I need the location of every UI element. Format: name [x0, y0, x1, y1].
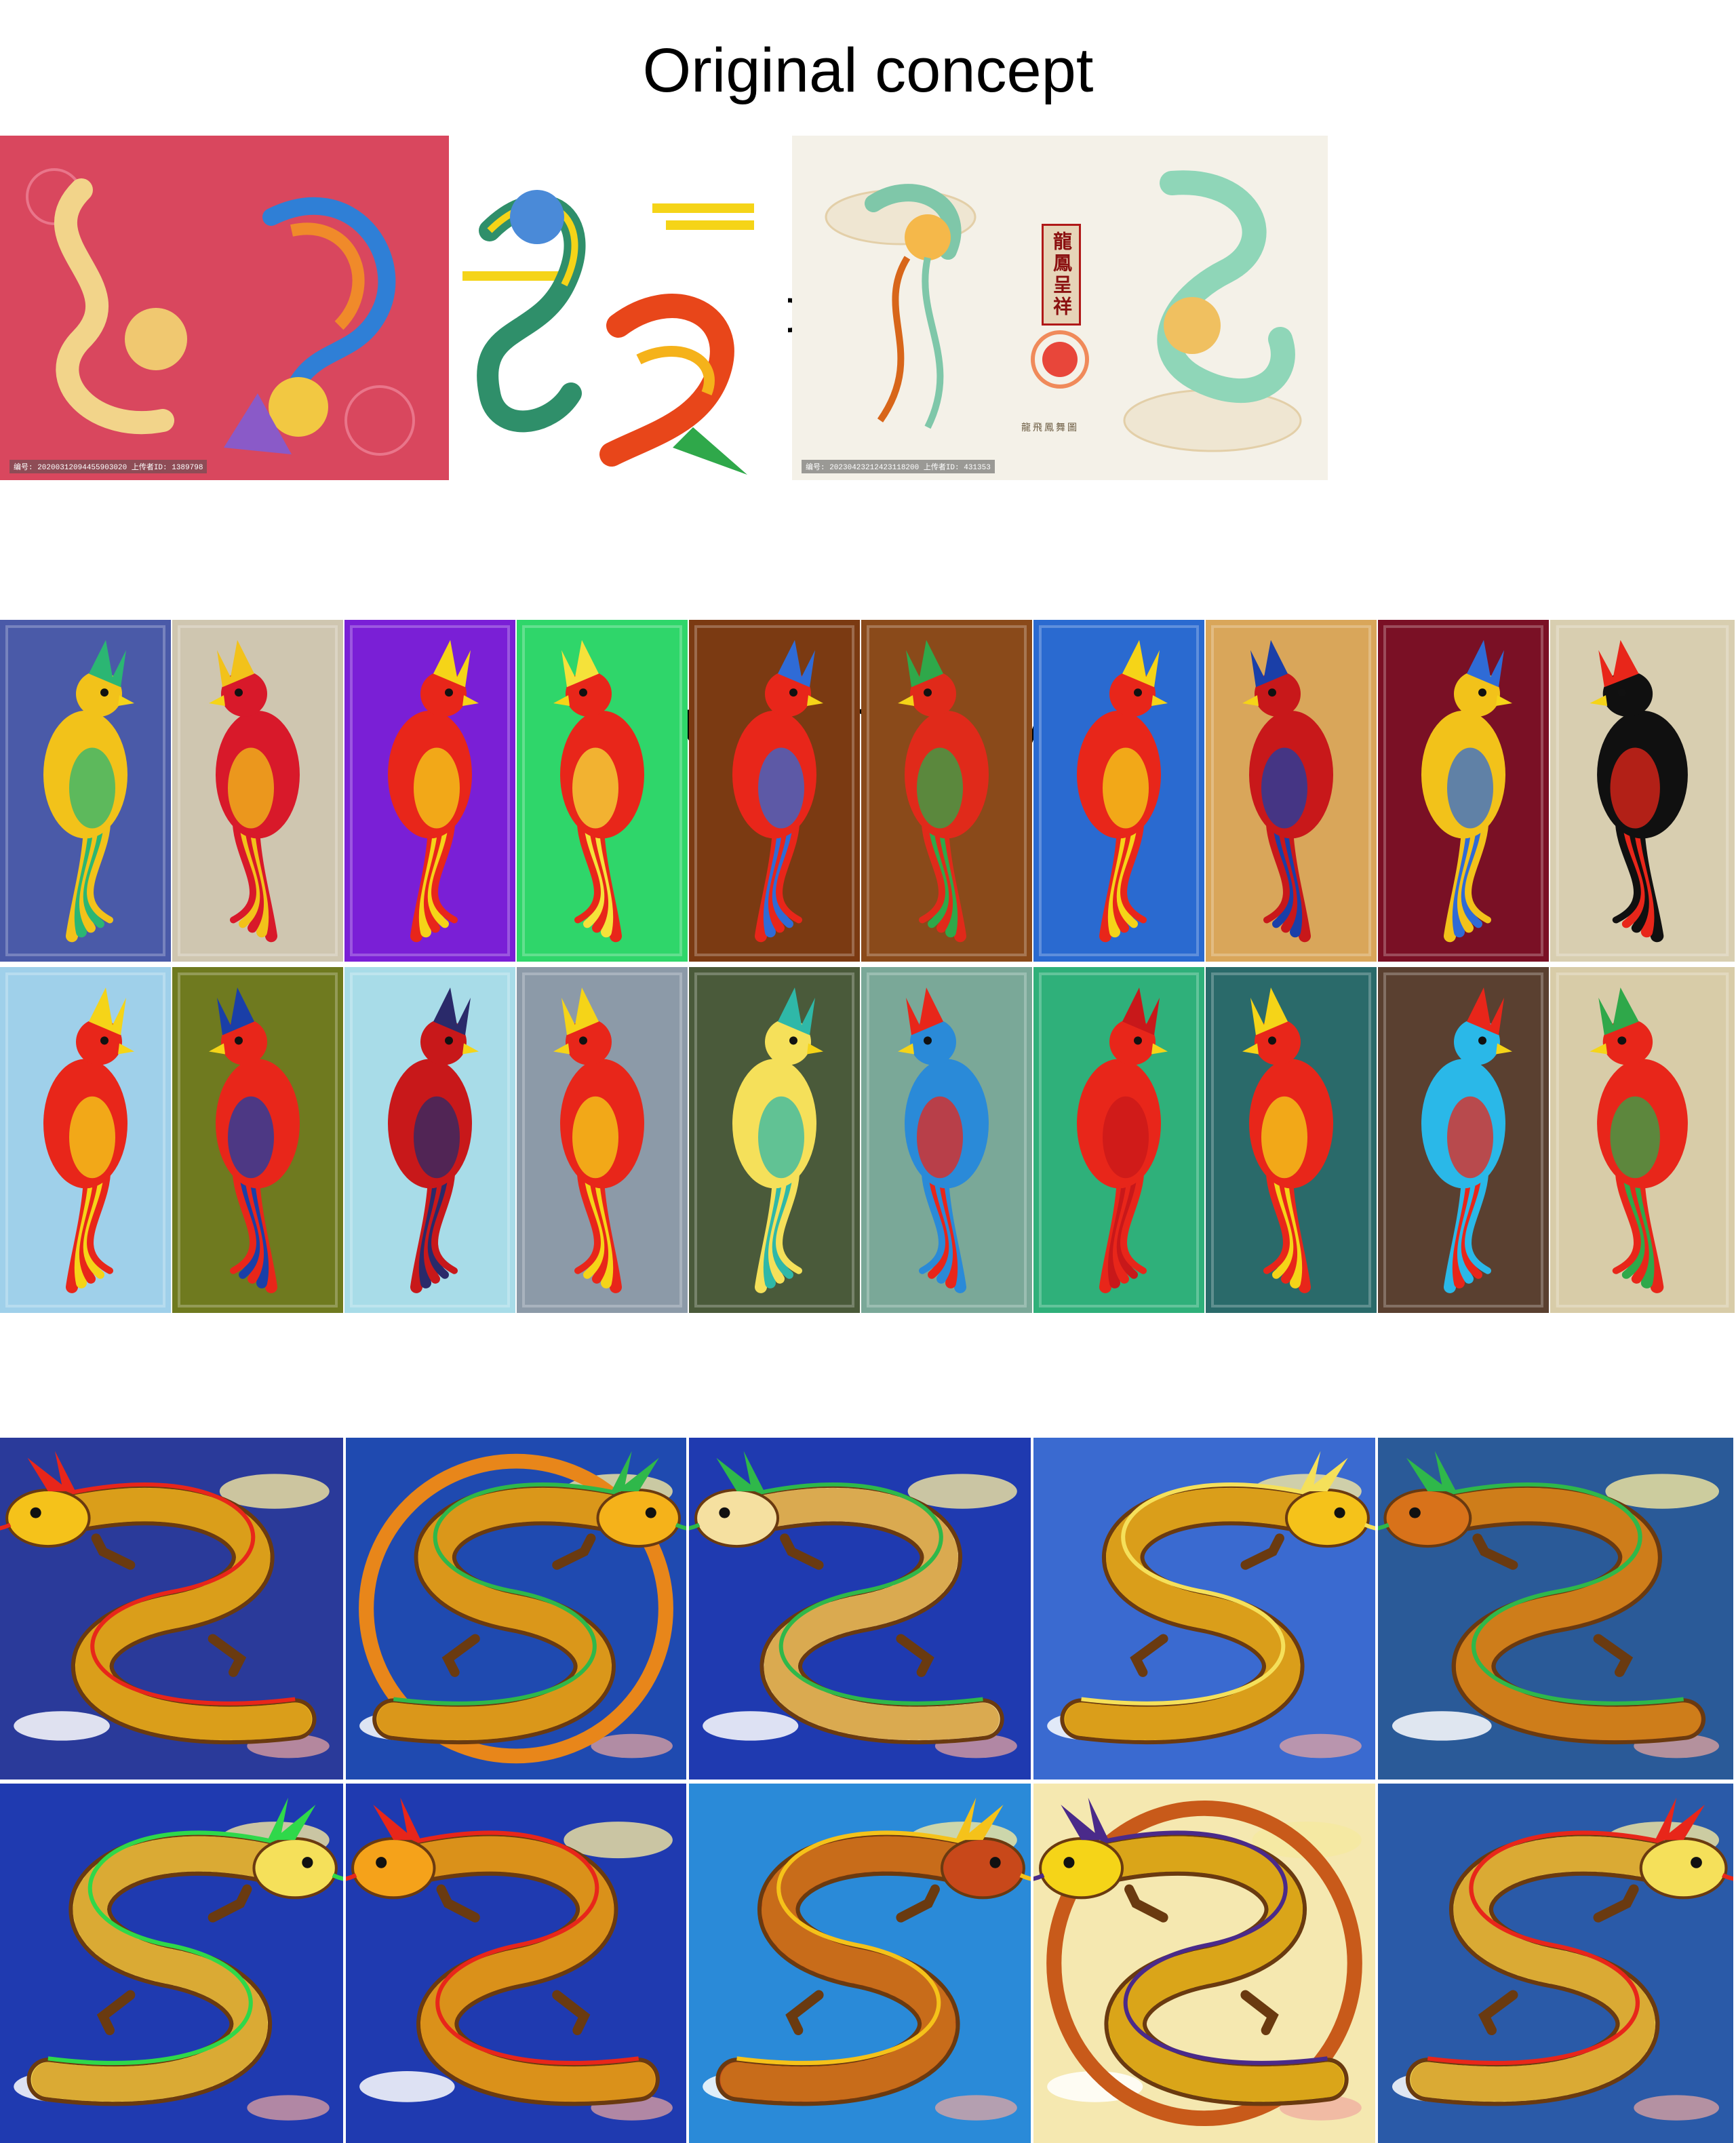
phoenix-illustration — [1033, 967, 1204, 1313]
v2-image-3 — [689, 1438, 1031, 1780]
original-image-3: 龍鳳呈祥 龍飛鳳舞圖 编号: 20230423212423118200 上传者I… — [792, 136, 1328, 480]
v2-image-7 — [346, 1784, 686, 2143]
v2-image-6 — [0, 1784, 343, 2143]
phoenix-illustration — [172, 620, 343, 962]
watermark-text: 编号: 20200312094455903020 上传者ID: 1389798 — [9, 460, 208, 473]
phoenix-illustration — [172, 967, 343, 1313]
phoenix-illustration — [689, 620, 860, 962]
v1-image-15 — [689, 967, 860, 1313]
v1-image-11 — [0, 967, 171, 1313]
seal-text: 龍鳳呈祥 — [1050, 231, 1073, 318]
phoenix-illustration — [0, 967, 171, 1313]
v2-image-4 — [1033, 1438, 1375, 1780]
dragon-illustration — [1378, 1438, 1733, 1780]
phoenix-illustration — [344, 967, 515, 1313]
v1-image-7 — [1033, 620, 1204, 962]
v1-image-8 — [1206, 620, 1377, 962]
dragon-illustration — [1033, 1784, 1375, 2143]
phoenix-illustration — [1378, 620, 1549, 962]
phoenix-illustration — [344, 620, 515, 962]
v1-image-5 — [689, 620, 860, 962]
v1-image-13 — [344, 967, 515, 1313]
v2-image-8 — [689, 1784, 1031, 2143]
v1-image-4 — [517, 620, 688, 962]
dragon-illustration — [0, 1438, 343, 1780]
phoenix-illustration — [861, 967, 1032, 1313]
v1-image-9 — [1378, 620, 1549, 962]
v1-image-1 — [0, 620, 171, 962]
phoenix-illustration — [1550, 967, 1735, 1313]
dragon-illustration — [346, 1784, 686, 2143]
original-image-1: 编号: 20200312094455903020 上传者ID: 1389798 — [0, 136, 449, 480]
dragon-phoenix-illustration — [0, 136, 449, 480]
v1-image-12 — [172, 967, 343, 1313]
v2-image-1 — [0, 1438, 343, 1780]
v1-image-16 — [861, 967, 1032, 1313]
section-title-original: Original concept — [642, 36, 1094, 105]
v1-image-6 — [861, 620, 1032, 962]
dragon-illustration — [1378, 1784, 1733, 2143]
dragon-illustration — [0, 1784, 343, 2143]
phoenix-illustration — [517, 967, 688, 1313]
v2-image-9 — [1033, 1784, 1375, 2143]
v1-image-19 — [1378, 967, 1549, 1313]
phoenix-illustration — [689, 967, 860, 1313]
v1-image-14 — [517, 967, 688, 1313]
dragon-illustration — [346, 1438, 686, 1780]
phoenix-illustration — [1206, 967, 1377, 1313]
phoenix-illustration — [861, 620, 1032, 962]
v2-image-5 — [1378, 1438, 1733, 1780]
v1-image-10 — [1550, 620, 1735, 962]
dragon-illustration — [689, 1784, 1031, 2143]
v1-image-17 — [1033, 967, 1204, 1313]
phoenix-illustration — [0, 620, 171, 962]
v1-image-18 — [1206, 967, 1377, 1313]
dragon-illustration — [1033, 1438, 1375, 1780]
v2-image-10 — [1378, 1784, 1733, 2143]
dragon-phoenix-illustration — [449, 136, 788, 480]
v2-image-2 — [346, 1438, 686, 1780]
watermark-text: 编号: 20230423212423118200 上传者ID: 431353 — [802, 460, 995, 473]
v1-image-20 — [1550, 967, 1735, 1313]
v1-image-3 — [344, 620, 515, 962]
phoenix-illustration — [1033, 620, 1204, 962]
phoenix-illustration — [1550, 620, 1735, 962]
phoenix-illustration — [517, 620, 688, 962]
phoenix-illustration — [1206, 620, 1377, 962]
original-image-2 — [449, 136, 788, 480]
v1-image-2 — [172, 620, 343, 962]
illustration-caption: 龍飛鳳舞圖 — [1021, 422, 1079, 433]
phoenix-illustration — [1378, 967, 1549, 1313]
seal-stamp: 龍鳳呈祥 — [1042, 224, 1081, 326]
dragon-illustration — [689, 1438, 1031, 1780]
